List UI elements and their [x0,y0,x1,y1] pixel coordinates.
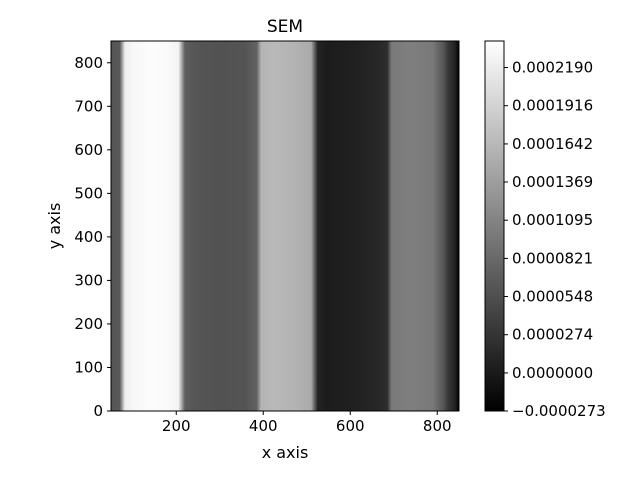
colorbar-tick-label: 0.0001095 [512,211,593,229]
y-tick-label: 0 [93,402,103,420]
colorbar-tick-label: 0.0001369 [512,173,593,191]
y-tick-label: 500 [74,184,103,202]
heatmap-image [111,41,459,411]
y-tick-label: 200 [74,315,103,333]
colorbar-tick-label: 0.0001642 [512,135,593,153]
x-tick-label: 400 [249,417,278,435]
colorbar-ticks: −0.0000273 0.0000000 0.0000274 0.0000548 0.0… [504,58,606,420]
y-tick-label: 400 [74,228,103,246]
x-tick-label: 200 [162,417,191,435]
chart-title: SEM [267,17,303,37]
colorbar-tick-label: 0.0000821 [512,249,593,267]
y-tick-label: 600 [74,141,103,159]
y-tick-label: 300 [74,271,103,289]
plot-frame [110,40,460,412]
colorbar-tick-label: 0.0000000 [512,364,593,382]
colorbar-tick-label: 0.0001916 [512,97,593,115]
y-tick-label: 700 [74,97,103,115]
colorbar-tick-label: 0.0000548 [512,287,593,305]
x-axis-ticks: 200 400 600 800 [162,411,452,435]
y-axis-ticks: 0 100 200 300 400 500 600 700 800 [74,54,111,420]
x-axis-label: x axis [262,443,309,462]
colorbar-tick-label: −0.0000273 [512,402,606,420]
colorbar [484,40,505,412]
y-tick-label: 100 [74,358,103,376]
y-axis-label: y axis [45,203,64,250]
x-tick-label: 800 [423,417,452,435]
colorbar-tick-label: 0.0000274 [512,326,593,344]
x-tick-label: 600 [336,417,365,435]
y-tick-label: 800 [74,54,103,72]
colorbar-tick-label: 0.0002190 [512,58,593,76]
